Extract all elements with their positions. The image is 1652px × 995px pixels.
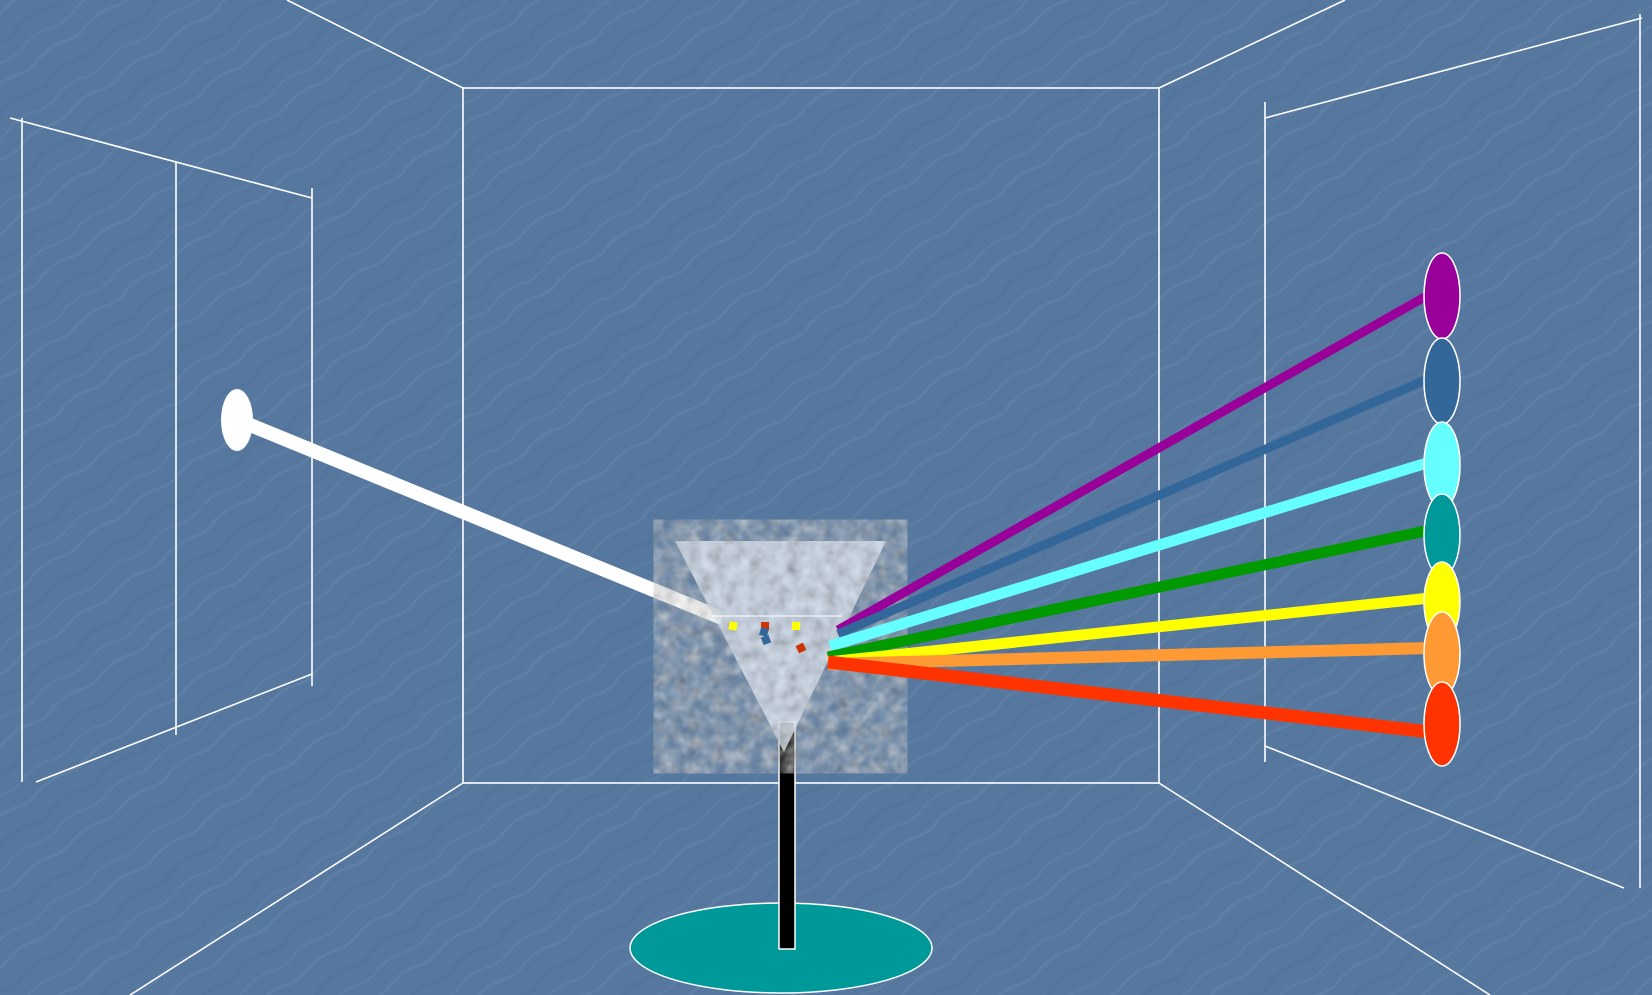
right-panel-bottom	[1264, 745, 1625, 889]
left-panel-bottom	[35, 673, 313, 783]
ray-cyan	[828, 456, 1432, 652]
spot-red	[1423, 681, 1461, 767]
right-panel-top	[1264, 17, 1643, 119]
spectrum-rays	[826, 290, 1433, 739]
prism-particle	[760, 634, 772, 646]
spot-indigo	[1423, 337, 1461, 425]
floor-edge-left	[129, 782, 464, 995]
ray-indigo	[836, 373, 1432, 639]
ray-green	[826, 524, 1432, 663]
ray-yellow	[827, 592, 1431, 668]
spot-violet	[1423, 252, 1461, 340]
floor-edge-right	[1158, 782, 1491, 995]
back-wall	[462, 87, 1160, 784]
prism-particles	[728, 621, 807, 654]
prism-particle	[761, 622, 769, 630]
screen-spots	[1423, 252, 1461, 767]
incoming-light-beam	[235, 413, 725, 625]
ceiling-edge-right	[1158, 0, 1346, 89]
prism	[675, 541, 886, 752]
ray-violet	[835, 290, 1433, 634]
prism-particle	[728, 621, 738, 631]
light-source-aperture	[221, 389, 253, 451]
ray-red	[827, 655, 1431, 739]
ray-orange	[827, 642, 1431, 670]
ceiling-edge-left	[286, 0, 464, 89]
prism-particle	[792, 622, 800, 630]
room-outline	[9, 0, 1643, 995]
stand-rod	[778, 721, 796, 950]
left-panel-top	[9, 117, 313, 199]
prism-particle	[759, 627, 769, 637]
prism-particle	[795, 642, 807, 654]
